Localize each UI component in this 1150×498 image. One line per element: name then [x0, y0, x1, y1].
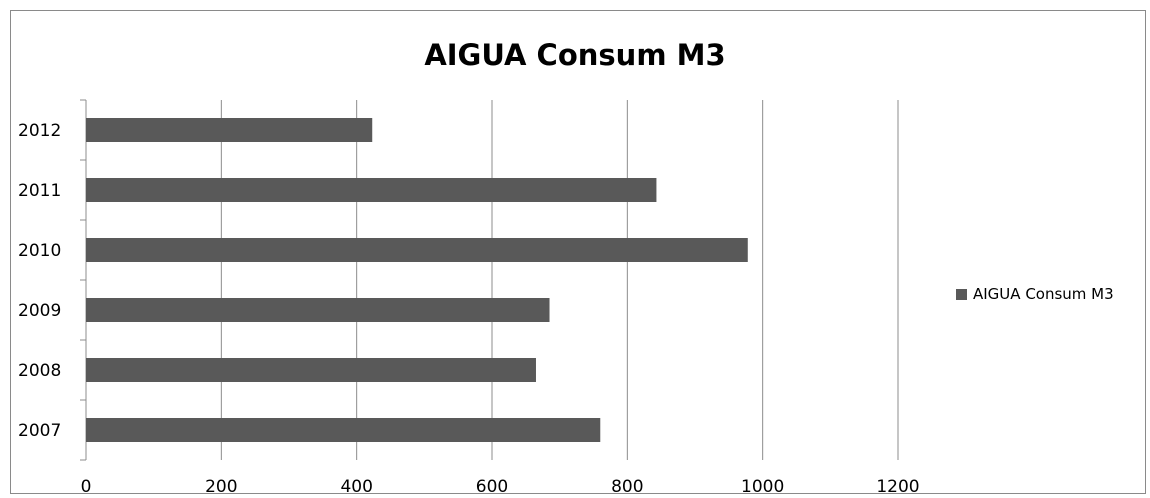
y-tick-label: 2012 [18, 121, 61, 141]
y-tick-label: 2008 [18, 361, 61, 381]
bar [86, 358, 536, 382]
x-tick-label: 800 [611, 477, 643, 497]
bar [86, 118, 373, 142]
y-tick-label: 2007 [18, 421, 61, 441]
legend-label: AIGUA Consum M3 [973, 285, 1114, 303]
x-tick-label: 1200 [876, 477, 919, 497]
y-tick-label: 2009 [18, 301, 61, 321]
bar [86, 298, 550, 322]
chart-title: AIGUA Consum M3 [424, 38, 726, 72]
x-tick-label: 0 [81, 477, 92, 497]
y-tick-label: 2010 [18, 241, 61, 261]
legend: AIGUA Consum M3 [956, 285, 1114, 303]
x-tick-label: 200 [205, 477, 237, 497]
x-tick-label: 400 [340, 477, 372, 497]
bar [86, 238, 748, 262]
x-tick-label: 600 [476, 477, 508, 497]
bar [86, 418, 601, 442]
x-tick-label: 1000 [741, 477, 784, 497]
legend-swatch [956, 288, 967, 300]
bar [86, 178, 657, 202]
y-tick-label: 2011 [18, 181, 61, 201]
